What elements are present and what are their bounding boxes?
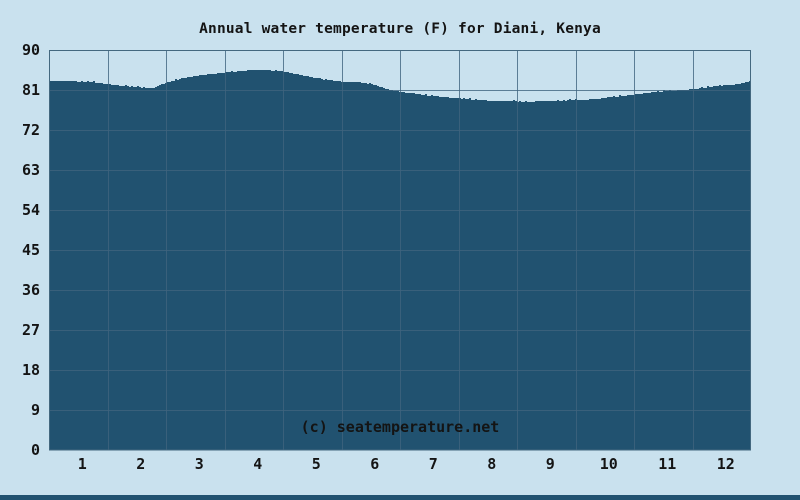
x-tick-label: 12 bbox=[717, 455, 735, 473]
plot-frame bbox=[49, 50, 751, 451]
y-tick-label: 63 bbox=[22, 161, 40, 179]
y-tick-label: 27 bbox=[22, 321, 40, 339]
x-tick-label: 11 bbox=[658, 455, 676, 473]
watermark-text: (c) seatemperature.net bbox=[301, 418, 500, 436]
x-tick-label: 9 bbox=[546, 455, 555, 473]
y-tick-label: 0 bbox=[31, 441, 40, 459]
x-tick-label: 7 bbox=[429, 455, 438, 473]
x-tick-label: 5 bbox=[312, 455, 321, 473]
x-tick-label: 2 bbox=[136, 455, 145, 473]
x-tick-label: 4 bbox=[253, 455, 262, 473]
y-tick-label: 54 bbox=[22, 201, 40, 219]
y-tick-label: 81 bbox=[22, 81, 40, 99]
y-tick-label: 36 bbox=[22, 281, 40, 299]
x-axis-labels: 1 2 3 4 5 6 7 8 9 10 11 12 bbox=[78, 455, 735, 473]
x-tick-label: 8 bbox=[487, 455, 496, 473]
x-tick-label: 3 bbox=[195, 455, 204, 473]
y-tick-label: 45 bbox=[22, 241, 40, 259]
bottom-border-strip bbox=[0, 495, 800, 500]
y-tick-label: 9 bbox=[31, 401, 40, 419]
gridlines bbox=[49, 50, 751, 450]
x-tick-label: 10 bbox=[600, 455, 618, 473]
x-tick-label: 1 bbox=[78, 455, 87, 473]
y-tick-label: 90 bbox=[22, 41, 40, 59]
x-tick-label: 6 bbox=[370, 455, 379, 473]
y-tick-label: 72 bbox=[22, 121, 40, 139]
chart-title: Annual water temperature (F) for Diani, … bbox=[199, 21, 601, 37]
y-axis-labels: 0 9 18 27 36 45 54 63 72 81 90 bbox=[22, 41, 40, 459]
y-tick-label: 18 bbox=[22, 361, 40, 379]
